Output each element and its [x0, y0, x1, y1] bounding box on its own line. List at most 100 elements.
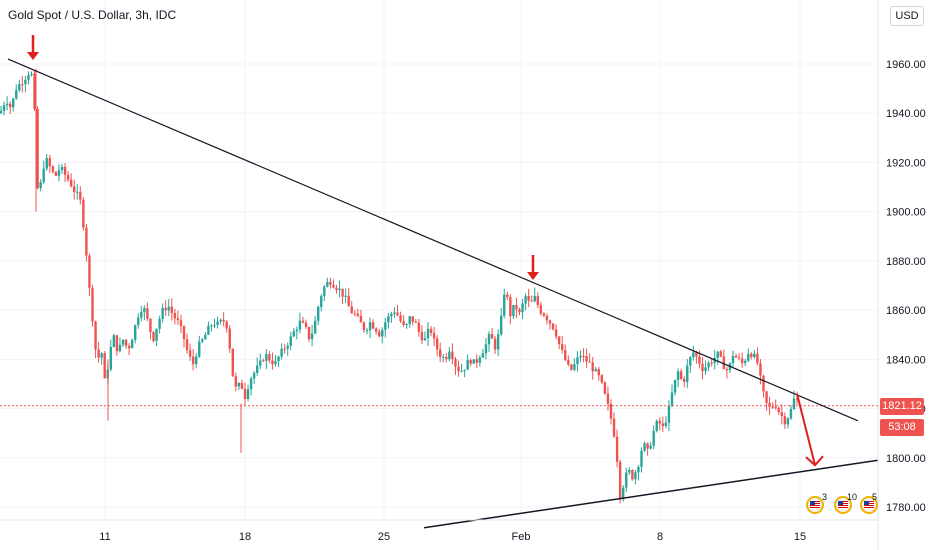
candle-body [234, 376, 238, 387]
candle-body [204, 334, 207, 340]
candle-body [759, 363, 762, 376]
candle-body [570, 364, 573, 370]
candle-body [198, 341, 201, 357]
candle-body [783, 416, 787, 425]
price-tick-label: 1860.00 [886, 305, 926, 317]
candle-body [762, 375, 765, 392]
annotation-arrows [27, 35, 824, 467]
candle-body [283, 348, 286, 350]
candle-body [384, 322, 387, 330]
candle-body [127, 345, 131, 349]
candle-body [423, 338, 427, 341]
candle-body [463, 369, 466, 371]
candle-body [786, 418, 790, 425]
candle-body [381, 329, 384, 337]
candle-body [606, 393, 610, 404]
candle-body [405, 324, 408, 326]
candle-body [509, 296, 512, 317]
candle-body [466, 360, 469, 370]
candle-body [85, 227, 88, 256]
candle-body [756, 353, 759, 364]
candle-body [146, 308, 149, 319]
candle-body [500, 315, 503, 335]
candle-body [744, 360, 747, 364]
candle-body [426, 328, 430, 339]
candle-body [564, 349, 567, 360]
candle-body [341, 288, 344, 297]
candle-body [411, 316, 414, 322]
candle-body [521, 303, 524, 313]
time-axis: 11 18 25 Feb 8 15 [0, 519, 878, 543]
candle-body [536, 296, 539, 305]
candle-body [137, 317, 140, 326]
candle-body [329, 281, 332, 285]
us-flag-icon[interactable] [834, 496, 852, 514]
candle-body [359, 315, 363, 323]
candle-body [149, 318, 152, 332]
candle-body [54, 171, 58, 176]
candle-body [353, 313, 356, 315]
candle-body [445, 356, 448, 360]
candle-body [506, 294, 509, 297]
candle-body [539, 304, 543, 314]
candle-body [646, 443, 649, 449]
candle-body [378, 331, 381, 337]
candle-body [734, 355, 738, 358]
candle-body [182, 326, 186, 340]
candle-body [265, 354, 268, 361]
candle-body [533, 296, 536, 302]
candle-body [387, 316, 390, 323]
candle-body [249, 378, 253, 390]
candle-body [36, 109, 39, 189]
candle-body [478, 357, 482, 363]
candle-body [689, 357, 692, 366]
candle-body [594, 369, 597, 372]
event-count: 3 [822, 492, 828, 502]
us-flag-icon[interactable] [806, 496, 824, 514]
candle-body [185, 339, 189, 351]
us-flag-icon[interactable] [860, 496, 878, 514]
arrow-down-icon-head [27, 52, 39, 60]
candle-body [637, 466, 640, 473]
candle-body [207, 325, 210, 335]
candle-body [170, 306, 173, 313]
candle-body [716, 351, 719, 358]
candle-body [408, 316, 411, 325]
candle-body [765, 391, 768, 404]
candle-body [42, 168, 45, 183]
candle-body [750, 353, 753, 358]
candle-body [503, 294, 506, 316]
candle-body [91, 287, 94, 322]
last-price-badge: 1821.12 [880, 398, 924, 415]
price-tick-label: 1780.00 [886, 502, 926, 514]
candle-body [188, 350, 192, 357]
candle-body [243, 388, 247, 400]
candle-body [362, 322, 366, 331]
candle-body [707, 362, 710, 368]
candle-body [332, 284, 335, 288]
candle-body [2, 105, 6, 111]
candle-body [548, 320, 552, 324]
chart-title: Gold Spot / U.S. Dollar, 3h, IDC [8, 8, 177, 22]
candle-body [740, 358, 744, 364]
candle-body [719, 351, 722, 357]
candle-body [18, 84, 21, 91]
candle-body [768, 403, 771, 407]
candle-body [789, 409, 793, 419]
candle-body [0, 110, 3, 114]
candle-body [451, 351, 454, 359]
flag-shape [838, 501, 848, 509]
resistance-trendline [7, 58, 859, 422]
candle-body [228, 328, 231, 349]
candle-body [573, 364, 576, 370]
candle-body [393, 312, 396, 314]
currency-button[interactable]: USD [890, 6, 924, 26]
candle-body [320, 296, 323, 307]
candle-body [347, 295, 350, 307]
candle-body [618, 461, 622, 498]
candle-body [130, 339, 134, 349]
candle-body [557, 336, 561, 345]
candle-body [176, 318, 180, 321]
price-tick-label: 1880.00 [886, 256, 926, 268]
